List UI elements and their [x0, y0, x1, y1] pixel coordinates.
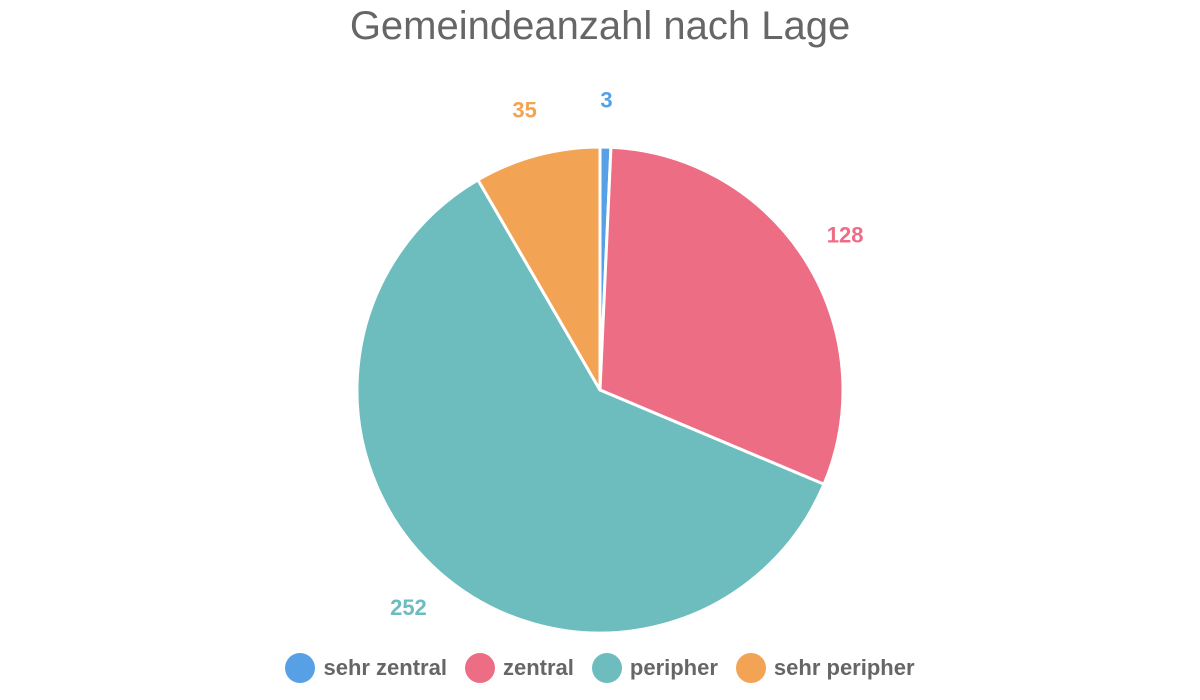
legend-label-zentral: zentral — [502, 655, 574, 680]
legend-swatch-zentral — [464, 653, 495, 683]
data-label-zentral: 128 — [827, 223, 864, 248]
legend-item-zentral[interactable]: zentral — [464, 653, 574, 683]
pie-slice-peripher[interactable] — [355, 178, 826, 635]
legend-label-sehr-zentral: sehr zentral — [323, 655, 447, 680]
pie-slice-zentral[interactable] — [598, 145, 845, 486]
pie-slices — [355, 145, 845, 635]
chart-title: Gemeindeanzahl nach Lage — [349, 4, 851, 48]
data-label-sehr-peripher: 35 — [512, 97, 536, 122]
legend-swatch-peripher — [591, 653, 622, 683]
legend-item-sehr-peripher[interactable]: sehr peripher — [735, 653, 915, 683]
legend: sehr zentral zentral peripher sehr perip… — [0, 650, 1200, 686]
legend-label-peripher: peripher — [629, 655, 718, 680]
data-label-sehr-zentral: 3 — [600, 88, 612, 113]
legend-item-sehr-zentral[interactable]: sehr zentral — [285, 653, 447, 683]
legend-swatch-sehr-peripher — [735, 653, 766, 683]
pie-data-labels: 3 128 252 35 — [390, 88, 863, 621]
pie-slice-sehr-peripher[interactable] — [476, 145, 602, 392]
data-label-peripher: 252 — [390, 595, 427, 620]
legend-label-sehr-peripher: sehr peripher — [773, 655, 915, 680]
legend-swatch-sehr-zentral — [285, 653, 316, 683]
legend-item-peripher[interactable]: peripher — [591, 653, 718, 683]
